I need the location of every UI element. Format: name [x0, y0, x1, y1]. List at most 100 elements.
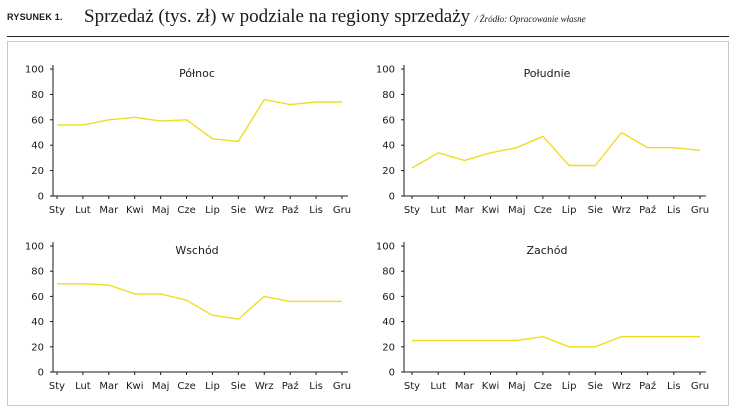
x-tick-label: Wrz: [255, 205, 274, 216]
x-tick-label: Cze: [177, 381, 195, 392]
y-tick-label: 20: [382, 342, 395, 353]
x-tick-label: Lut: [430, 381, 446, 392]
data-point: [542, 336, 544, 338]
x-tick-label: Lis: [667, 381, 681, 392]
y-tick-label: 0: [38, 192, 44, 203]
y-tick-label: 0: [389, 192, 395, 203]
x-tick-label: Kwi: [126, 205, 144, 216]
x-tick-label: Gru: [333, 205, 351, 216]
y-tick-label: 100: [376, 65, 395, 76]
data-point: [108, 119, 110, 121]
x-tick-label: Gru: [691, 381, 709, 392]
x-tick-label: Sty: [404, 205, 420, 216]
data-point: [516, 339, 518, 341]
data-point: [437, 339, 439, 341]
y-tick-label: 0: [38, 368, 44, 379]
data-point: [437, 152, 439, 154]
data-point: [699, 336, 701, 338]
x-tick-label: Paź: [282, 204, 299, 216]
y-tick-label: 60: [31, 115, 44, 126]
y-tick-label: 40: [382, 141, 395, 152]
x-tick-label: Maj: [152, 381, 170, 392]
data-point: [489, 339, 491, 341]
x-tick-label: Lis: [309, 205, 323, 216]
data-point: [56, 124, 58, 126]
x-tick-label: Sty: [49, 381, 65, 392]
x-tick-label: Kwi: [126, 381, 144, 392]
data-point: [263, 98, 265, 100]
x-tick-label: Sie: [231, 381, 246, 392]
data-point: [620, 131, 622, 133]
x-tick-label: Maj: [152, 205, 170, 216]
y-tick-label: 60: [382, 115, 395, 126]
chart-title: Wschód: [175, 244, 218, 257]
x-tick-label: Lut: [75, 381, 91, 392]
x-tick-label: Paź: [282, 380, 299, 392]
y-tick-label: 40: [31, 317, 44, 328]
x-tick-label: Cze: [177, 205, 195, 216]
data-point: [411, 339, 413, 341]
data-point: [341, 300, 343, 302]
data-point: [82, 124, 84, 126]
data-point: [289, 300, 291, 302]
series-line: [411, 131, 701, 169]
data-point: [211, 138, 213, 140]
x-tick-label: Wrz: [612, 205, 631, 216]
x-tick-label: Paź: [639, 204, 656, 216]
y-tick-label: 40: [31, 141, 44, 152]
y-tick-label: 80: [382, 267, 395, 278]
data-point: [489, 152, 491, 154]
data-point: [289, 103, 291, 105]
x-tick-label: Sie: [588, 381, 603, 392]
figure-title: Sprzedaż (tys. zł) w podziale na regiony…: [84, 6, 586, 28]
data-point: [516, 147, 518, 149]
data-point: [411, 167, 413, 169]
data-point: [237, 318, 239, 320]
chart-title: Północ: [179, 67, 215, 80]
x-tick-label: Mar: [99, 205, 119, 216]
y-tick-label: 100: [25, 242, 44, 253]
figure-source: / Źródło: Opracowanie własne: [474, 14, 586, 24]
figure-title-text: Sprzedaż (tys. zł) w podziale na regiony…: [84, 6, 471, 27]
x-tick-label: Sie: [588, 205, 603, 216]
chart-title: Zachód: [526, 244, 567, 257]
x-tick-label: Kwi: [482, 205, 500, 216]
x-tick-label: Mar: [99, 381, 119, 392]
x-tick-label: Lip: [205, 205, 220, 216]
data-point: [673, 147, 675, 149]
x-tick-label: Gru: [333, 381, 351, 392]
x-tick-label: Cze: [534, 205, 552, 216]
chart-3: Zachód 100 80 60 40 20 0 Sty Lut Mar Kwi Maj Cze Lip S…: [376, 242, 709, 393]
data-point: [263, 295, 265, 297]
data-point: [463, 159, 465, 161]
y-tick-label: 20: [31, 342, 44, 353]
data-point: [568, 164, 570, 166]
x-tick-label: Lip: [562, 381, 577, 392]
x-tick-label: Cze: [534, 381, 552, 392]
x-tick-label: Sie: [231, 205, 246, 216]
y-tick-label: 100: [376, 242, 395, 253]
x-tick-label: Mar: [455, 205, 475, 216]
series-line: [57, 98, 342, 143]
y-tick-label: 20: [382, 166, 395, 177]
charts-frame: [7, 41, 729, 406]
data-point: [594, 164, 596, 166]
x-tick-label: Lis: [309, 381, 323, 392]
x-tick-label: Lut: [430, 205, 446, 216]
y-tick-label: 80: [382, 90, 395, 101]
data-point: [463, 339, 465, 341]
figure-header: RYSUNEK 1. Sprzedaż (tys. zł) w podziale…: [7, 6, 729, 36]
x-tick-label: Maj: [508, 381, 526, 392]
data-point: [134, 116, 136, 118]
x-tick-label: Lut: [75, 205, 91, 216]
y-tick-label: 60: [382, 292, 395, 303]
chart-2: Wschód 100 80 60 40 20 0 Sty Lut Mar Kwi Maj Cze Lip S…: [25, 242, 351, 393]
series-line: [412, 336, 700, 348]
x-tick-label: Kwi: [482, 381, 500, 392]
data-point: [185, 299, 187, 301]
data-point: [185, 119, 187, 121]
data-point: [699, 149, 701, 151]
data-point: [315, 300, 317, 302]
x-tick-label: Paź: [639, 380, 656, 392]
